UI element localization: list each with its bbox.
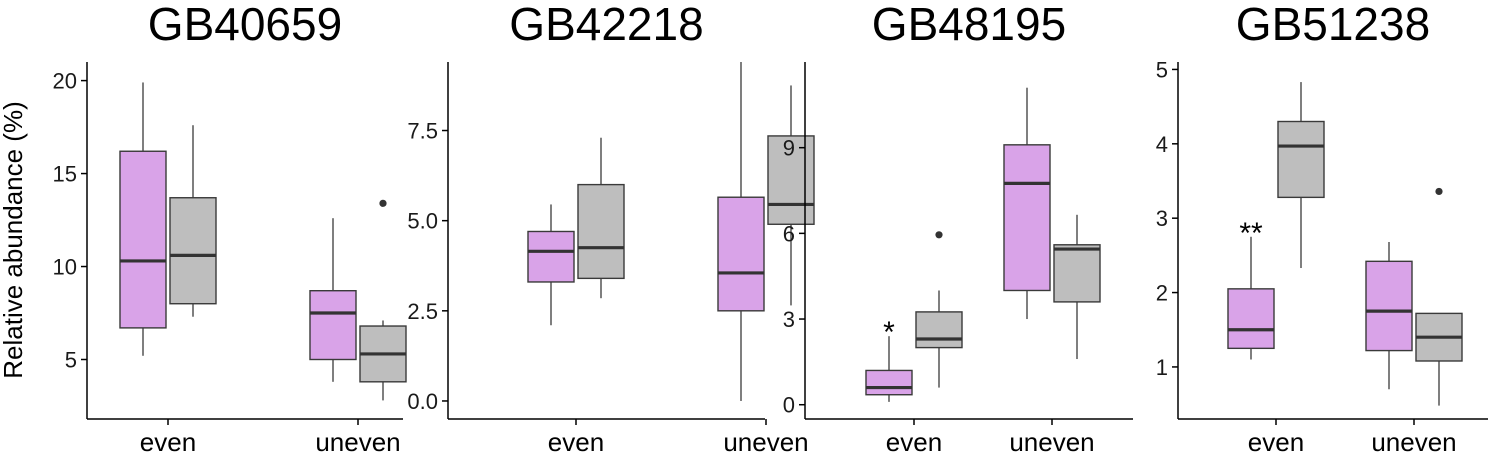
- box-purple-uneven: [1365, 241, 1413, 390]
- iqr-box: [915, 311, 963, 349]
- iqr-box: [1003, 144, 1051, 292]
- iqr-box: [1053, 244, 1101, 303]
- y-tick-label: 6: [783, 221, 795, 246]
- panel-gb42218: GB42218 0.0 2.5 5.0 7.5 even uneven: [407, 0, 815, 452]
- box-purple-uneven: [1003, 87, 1051, 320]
- iqr-box: [717, 196, 765, 312]
- y-tick-label: 3: [1156, 206, 1168, 231]
- panel-gb48195: GB48195 0 3 6 9 even uneven *: [783, 0, 1133, 452]
- y-tick-label: 9: [783, 136, 795, 161]
- box-purple-even: [865, 336, 913, 402]
- y-tick-label: 4: [1156, 132, 1168, 157]
- x-tick-label-uneven: uneven: [723, 427, 808, 452]
- box-grey-even: [169, 125, 217, 317]
- x-tick-label-uneven: uneven: [1371, 427, 1456, 452]
- iqr-box: [1277, 120, 1325, 199]
- outlier-point: [379, 199, 387, 207]
- box-purple-even: [119, 82, 167, 356]
- box-grey-even: [577, 137, 625, 299]
- y-tick-label: 15: [53, 162, 77, 187]
- x-tick-label-even: even: [886, 427, 942, 452]
- significance-marker: **: [1239, 217, 1263, 250]
- panel-title: GB48195: [872, 0, 1066, 50]
- iqr-box: [169, 197, 217, 305]
- x-tick-label-even: even: [548, 427, 604, 452]
- y-tick-label: 0.0: [407, 389, 438, 414]
- panel-title: GB51238: [1236, 0, 1430, 50]
- y-tick-label: 10: [53, 255, 77, 280]
- box-grey-even: [915, 231, 963, 388]
- significance-marker: *: [883, 316, 895, 349]
- iqr-box: [1365, 260, 1413, 352]
- y-tick-label: 5: [1156, 57, 1168, 82]
- y-tick-label: 0: [783, 393, 795, 418]
- y-tick-label: 1: [1156, 355, 1168, 380]
- y-tick-label: 20: [53, 69, 77, 94]
- iqr-box: [527, 230, 575, 283]
- panel-gb51238: GB51238 1 2 3 4 5 even uneven **: [1156, 0, 1488, 452]
- box-purple-uneven: [717, 62, 765, 401]
- y-tick-label: 2.5: [407, 299, 438, 324]
- box-purple-even: [527, 204, 575, 326]
- y-tick-label: 5: [65, 348, 77, 373]
- box-grey-uneven: [1053, 214, 1101, 360]
- box-purple-even: [1227, 236, 1275, 360]
- iqr-box: [309, 290, 357, 361]
- box-purple-uneven: [309, 218, 357, 382]
- y-tick-label: 5.0: [407, 209, 438, 234]
- box-grey-uneven: [359, 199, 407, 401]
- x-tick-label-even: even: [140, 427, 196, 452]
- box-grey-uneven: [1415, 187, 1463, 406]
- y-tick-label: 7.5: [407, 119, 438, 144]
- box-grey-even: [1277, 82, 1325, 269]
- outlier-point: [1435, 187, 1443, 196]
- iqr-box: [865, 369, 913, 396]
- x-tick-label-even: even: [1248, 427, 1304, 452]
- outlier-point: [935, 231, 943, 239]
- iqr-box: [119, 150, 167, 329]
- panel-gb40659: GB40659 5 10 15 20 even uneven: [53, 0, 407, 452]
- iqr-box: [1227, 288, 1275, 350]
- y-tick-label: 3: [783, 307, 795, 332]
- panel-title: GB40659: [148, 0, 342, 50]
- y-axis-label: Relative abundance (%): [0, 101, 28, 379]
- iqr-box: [767, 135, 815, 225]
- panel-title: GB42218: [509, 0, 703, 50]
- x-tick-label-uneven: uneven: [315, 427, 400, 452]
- box-grey-uneven: [767, 85, 815, 306]
- y-tick-label: 2: [1156, 281, 1168, 306]
- x-tick-label-uneven: uneven: [1009, 427, 1094, 452]
- iqr-box: [577, 183, 625, 280]
